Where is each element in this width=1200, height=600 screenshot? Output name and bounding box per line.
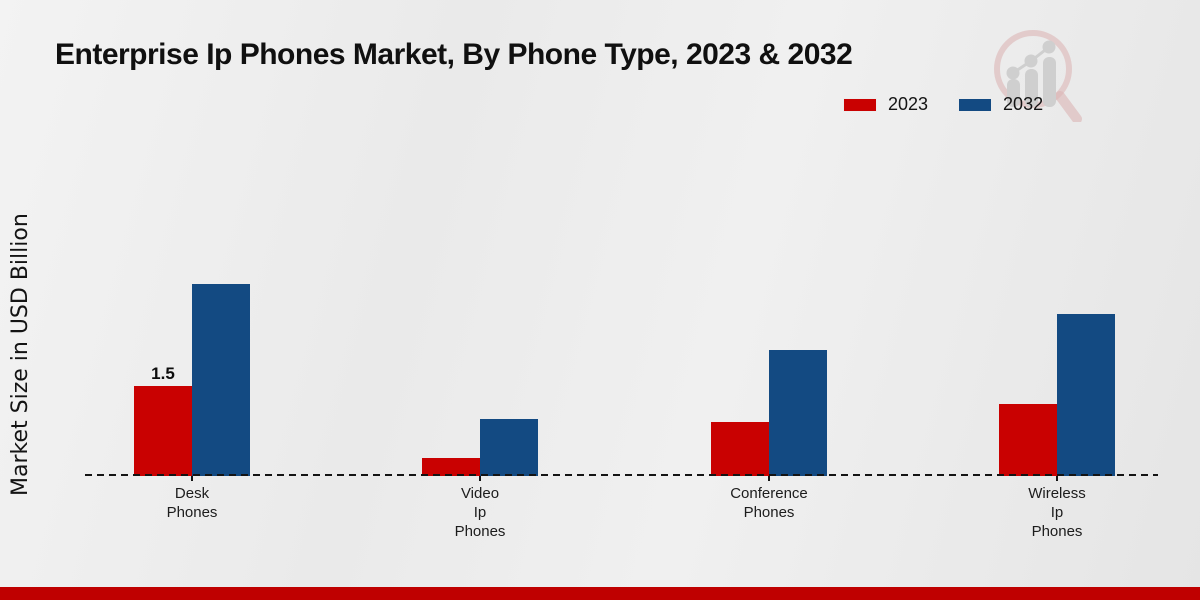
category-label-wireless-ip-phones: Wireless Ip Phones (1028, 485, 1086, 540)
bar-2023-desk-phones (134, 386, 192, 476)
bar-2032-video-ip-phones (480, 419, 538, 476)
bar-2032-conference-phones (769, 350, 827, 476)
bar-value-label: 1.5 (151, 364, 175, 383)
bar-2023-video-ip-phones (422, 458, 480, 476)
x-axis-baseline (85, 474, 1158, 476)
chart-title: Enterprise Ip Phones Market, By Phone Ty… (55, 38, 853, 71)
legend-item-2032: 2032 (958, 94, 1043, 115)
legend: 2023 2032 (843, 94, 1043, 115)
legend-item-2023: 2023 (843, 94, 928, 115)
x-tick-video-ip-phones (479, 476, 481, 481)
bar-2023-conference-phones (711, 422, 769, 476)
x-tick-conference-phones (768, 476, 770, 481)
legend-label-2032: 2032 (1003, 94, 1044, 114)
legend-label-2023: 2023 (888, 94, 929, 114)
legend-swatch-2032 (958, 97, 993, 112)
x-tick-desk-phones (191, 476, 193, 481)
bar-2032-wireless-ip-phones (1057, 314, 1115, 476)
x-tick-wireless-ip-phones (1056, 476, 1058, 481)
bar-2023-wireless-ip-phones (999, 404, 1057, 476)
bar-2032-desk-phones (192, 284, 250, 476)
market-research-logo-watermark (994, 30, 1082, 122)
legend-swatch-2023 (843, 97, 877, 112)
category-label-desk-phones: Desk Phones (166, 485, 218, 521)
footer-accent-band (0, 587, 1200, 600)
category-label-conference-phones: Conference Phones (730, 485, 808, 521)
category-label-video-ip-phones: Video Ip Phones (454, 485, 506, 540)
